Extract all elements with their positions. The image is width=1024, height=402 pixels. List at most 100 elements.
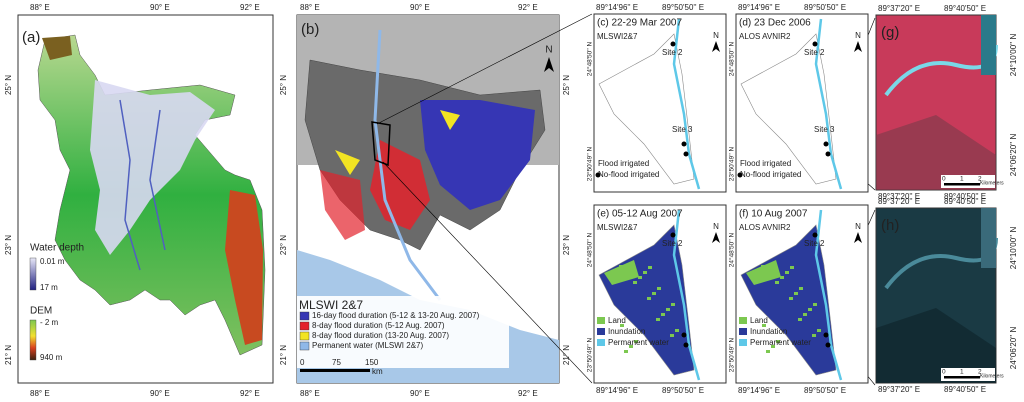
north: N xyxy=(855,222,861,231)
scale-label: 1 xyxy=(960,176,964,183)
lat-label: 24°48'50'' N xyxy=(586,232,594,267)
scale-bar xyxy=(944,183,980,186)
legend-label: Permanent water xyxy=(750,338,811,347)
lon-label: 92° E xyxy=(518,389,538,398)
legend-swatch xyxy=(597,339,605,346)
inset-title: (c) 22-29 Mar 2007 xyxy=(597,18,682,29)
lat-label: 24°10'00'' N xyxy=(1009,34,1018,77)
lon-label: 92° E xyxy=(240,3,260,12)
label: DEM xyxy=(30,306,52,317)
scale-unit: Kilometers xyxy=(980,373,1004,379)
lat-label: 24°48'50'' N xyxy=(586,41,594,76)
land xyxy=(620,324,624,327)
legend-label: Permanent water (MLSWI 2&7) xyxy=(312,341,423,350)
zoom-panels: (g) 89°37'20'' E 89°40'50'' E 89°37'20'' E 8… xyxy=(875,4,1018,394)
lon-label: 90° E xyxy=(150,389,170,398)
lat-label: 23° N xyxy=(562,235,571,255)
label: 0.01 m xyxy=(40,257,65,266)
inset-title: (d) 23 Dec 2006 xyxy=(739,18,811,29)
land xyxy=(799,287,803,290)
lon-label: 88° E xyxy=(30,3,50,12)
lon-label: 88° E xyxy=(300,389,320,398)
legend-label: Flood irrigated xyxy=(598,159,649,168)
lon-label: 88° E xyxy=(30,389,50,398)
north: N xyxy=(855,31,861,40)
lon-label: 89°14'96'' E xyxy=(596,3,638,12)
land xyxy=(619,265,623,268)
land xyxy=(634,340,638,343)
scale-label: 2 xyxy=(978,176,982,183)
inset-panel: (e) 05-12 Aug 2007 MLSWI2&7 N 24°48'50'' N 2… xyxy=(586,204,727,395)
lon-label: 89°50'50'' E xyxy=(662,3,704,12)
map-shape xyxy=(320,170,365,240)
land xyxy=(808,308,812,311)
legend-swatch xyxy=(299,321,310,331)
map-shape xyxy=(29,319,37,361)
inset-sensor: MLSWI2&7 xyxy=(597,223,638,232)
land xyxy=(671,303,675,306)
lat-label: 24°06'20'' N xyxy=(1009,134,1018,177)
land xyxy=(789,297,793,300)
lat-label: 24°48'50'' N xyxy=(728,232,736,267)
land xyxy=(643,271,647,274)
panel-b: (b) N MLSWI 2&7 16-day flood duration (5… xyxy=(296,14,560,384)
lon-label: 89°37'20'' E xyxy=(878,4,920,13)
lon-label: 92° E xyxy=(240,389,260,398)
legend-label: No-flood irrigated xyxy=(598,170,659,179)
map-shape xyxy=(42,36,72,60)
map-shape xyxy=(370,140,430,230)
map-shape xyxy=(382,161,593,384)
land xyxy=(661,313,665,316)
inset-panel: (d) 23 Dec 2006 ALOS AVNIR2 N 24°48'50'' N 2… xyxy=(728,3,869,193)
land xyxy=(652,292,656,295)
north-arrow xyxy=(854,232,862,243)
land xyxy=(656,318,660,321)
site-label: Site 3 xyxy=(814,125,835,134)
legend-swatch xyxy=(597,317,605,324)
label: 75 xyxy=(332,358,341,367)
lat-label: 23°50'49'' N xyxy=(728,337,736,372)
site-dot xyxy=(823,141,829,147)
lon-label: 89°50'50'' E xyxy=(804,386,846,395)
river xyxy=(672,209,701,381)
site-label: Site 2 xyxy=(804,48,825,57)
inset-panel: (f) 10 Aug 2007 ALOS AVNIR2 N 24°48'50'' N 2… xyxy=(728,204,869,395)
lat-label: 21° N xyxy=(562,345,571,365)
lat-label: 24°06'20'' N xyxy=(1009,327,1018,370)
land xyxy=(790,266,794,269)
land xyxy=(794,292,798,295)
lon-label: 92° E xyxy=(518,3,538,12)
site-label: Site 2 xyxy=(804,239,825,248)
lon-label: 89°40'50'' E xyxy=(944,385,986,394)
map-shape: 16-day flood duration (5-12 & 13-20 Aug.… xyxy=(299,311,480,351)
land xyxy=(803,313,807,316)
panel-label: (g) xyxy=(881,24,899,41)
river xyxy=(814,18,843,190)
lon-label: 89°14'96'' E xyxy=(738,386,780,395)
land xyxy=(670,334,674,337)
label: 940 m xyxy=(40,353,63,362)
legend-dot xyxy=(737,172,743,178)
label: - 2 m xyxy=(40,318,59,327)
land xyxy=(780,276,784,279)
lon-label: 89°50'50'' E xyxy=(662,386,704,395)
legend-label: Flood irrigated xyxy=(740,159,791,168)
river xyxy=(672,18,701,190)
lat-label: 25° N xyxy=(279,75,288,95)
inset-sensor: ALOS AVNIR2 xyxy=(739,32,791,41)
label: MLSWI 2&7 xyxy=(299,298,363,312)
lon-label: 89°14'96'' E xyxy=(596,386,638,395)
label: 150 xyxy=(365,358,379,367)
land xyxy=(657,287,661,290)
lon-label: 89°40'50'' E xyxy=(944,197,986,206)
legend-label: No-flood irrigated xyxy=(740,170,801,179)
lon-label: 89°50'50'' E xyxy=(804,3,846,12)
map-shape xyxy=(300,369,370,372)
site-label: Site 2 xyxy=(662,48,683,57)
lon-label: 89°37'20'' E xyxy=(878,197,920,206)
legend-swatch xyxy=(299,311,310,321)
site-dot xyxy=(681,141,687,147)
legend-swatch xyxy=(739,339,747,346)
scale-label: 1 xyxy=(960,369,964,376)
site-label: Site 2 xyxy=(662,239,683,248)
